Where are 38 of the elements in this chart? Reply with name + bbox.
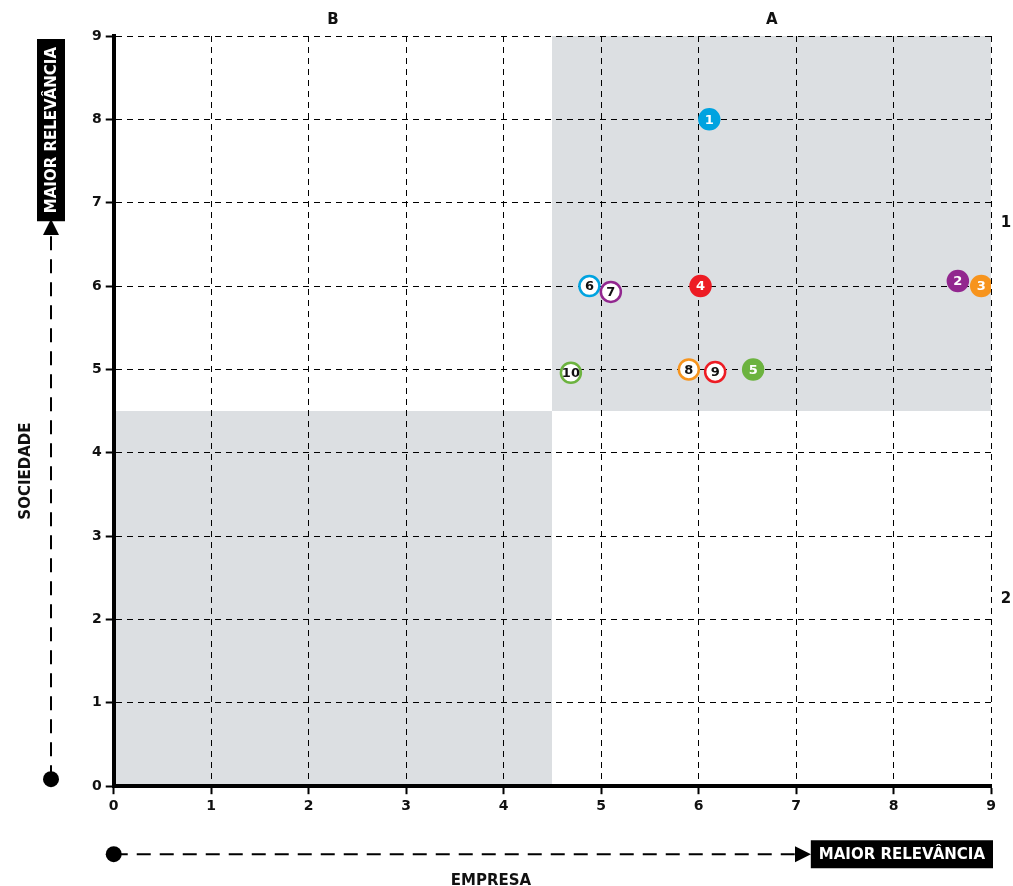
x-tick-label: 9 xyxy=(986,797,996,814)
x-tick-label: 0 xyxy=(108,797,119,814)
y-tick-label: 9 xyxy=(91,26,102,43)
x-tick-label: 5 xyxy=(596,797,606,814)
y-tick-label: 5 xyxy=(91,360,102,377)
x-tick-label: 6 xyxy=(693,797,704,814)
annotation: 10 xyxy=(561,365,580,381)
annotation: 2 xyxy=(953,273,963,289)
annotation: 1 xyxy=(704,111,714,127)
y-axis-title: SOCIEDADE xyxy=(15,422,34,520)
annotation: 7 xyxy=(606,284,616,300)
y-tick-label: 4 xyxy=(91,443,102,460)
text: 1 xyxy=(1000,213,1012,232)
annotation: 4 xyxy=(696,278,706,294)
x-tick-label: 7 xyxy=(791,797,801,814)
text: MAIOR RELEVÂNCIA xyxy=(40,46,60,214)
text: B xyxy=(327,9,339,28)
annotation: 5 xyxy=(748,361,758,377)
x-axis-title: EMPRESA xyxy=(450,870,532,886)
y-tick-label: 7 xyxy=(91,193,102,210)
annotation: 6 xyxy=(584,278,594,294)
x-tick-label: 3 xyxy=(401,797,412,814)
text: A xyxy=(765,9,778,28)
y-tick-label: 1 xyxy=(91,693,102,710)
annotation: 8 xyxy=(684,361,694,377)
y-tick-label: 0 xyxy=(91,776,102,793)
y-tick-label: 8 xyxy=(91,110,102,126)
x-tick-label: 4 xyxy=(498,797,509,814)
x-tick-label: 2 xyxy=(303,797,314,814)
x-tick-label: 1 xyxy=(206,797,217,814)
y-tick-label: 6 xyxy=(91,276,102,293)
text: MAIOR RELEVÂNCIA xyxy=(818,844,986,864)
y-tick-label: 2 xyxy=(91,610,102,627)
x-tick-label: 8 xyxy=(888,797,899,814)
y-tick-label: 3 xyxy=(91,526,102,543)
annotation: 9 xyxy=(710,364,720,380)
text: 2 xyxy=(1000,588,1012,607)
annotation: 3 xyxy=(976,278,986,294)
